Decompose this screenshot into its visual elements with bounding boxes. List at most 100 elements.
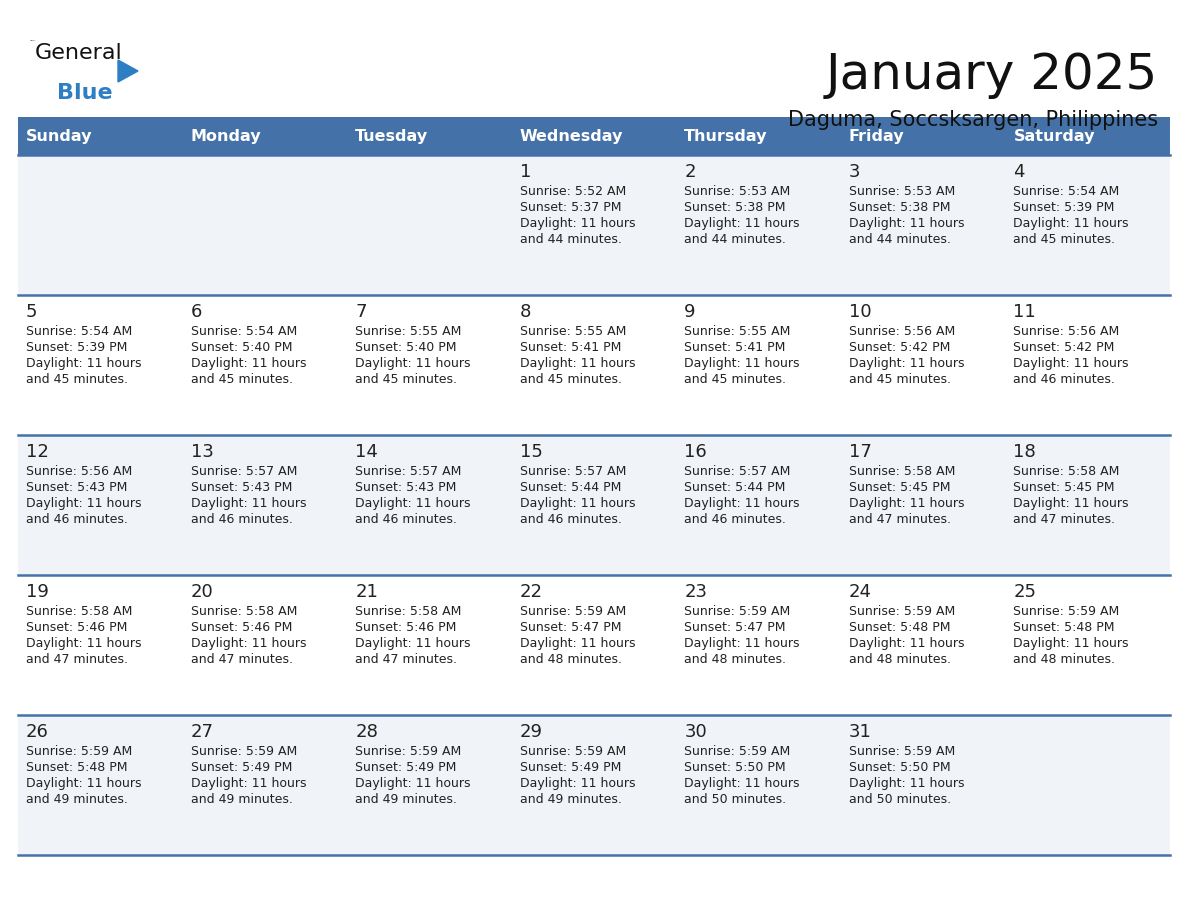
Text: Sunrise: 5:53 AM: Sunrise: 5:53 AM xyxy=(849,185,955,198)
Text: and 50 minutes.: and 50 minutes. xyxy=(684,793,786,806)
Bar xyxy=(18,155,1170,295)
Text: Daylight: 11 hours: Daylight: 11 hours xyxy=(26,777,141,790)
Text: Sunset: 5:49 PM: Sunset: 5:49 PM xyxy=(190,761,292,774)
Text: Sunrise: 5:59 AM: Sunrise: 5:59 AM xyxy=(1013,605,1119,618)
Text: 22: 22 xyxy=(519,583,543,601)
Text: Sunset: 5:49 PM: Sunset: 5:49 PM xyxy=(355,761,456,774)
Text: and 45 minutes.: and 45 minutes. xyxy=(519,373,621,386)
Text: Blue: Blue xyxy=(57,83,113,103)
Text: Sunset: 5:41 PM: Sunset: 5:41 PM xyxy=(519,341,621,354)
Text: Daylight: 11 hours: Daylight: 11 hours xyxy=(849,637,965,650)
Text: Daylight: 11 hours: Daylight: 11 hours xyxy=(26,497,141,510)
Text: Sunrise: 5:55 AM: Sunrise: 5:55 AM xyxy=(519,325,626,338)
Text: 7: 7 xyxy=(355,303,367,321)
Text: and 46 minutes.: and 46 minutes. xyxy=(1013,373,1116,386)
Text: Sunrise: 5:58 AM: Sunrise: 5:58 AM xyxy=(26,605,132,618)
Text: 29: 29 xyxy=(519,723,543,741)
Text: and 46 minutes.: and 46 minutes. xyxy=(355,513,457,526)
Text: Sunrise: 5:54 AM: Sunrise: 5:54 AM xyxy=(1013,185,1119,198)
Text: and 45 minutes.: and 45 minutes. xyxy=(1013,233,1116,246)
Text: 9: 9 xyxy=(684,303,696,321)
Text: Sunrise: 5:59 AM: Sunrise: 5:59 AM xyxy=(190,745,297,758)
Text: 10: 10 xyxy=(849,303,872,321)
Text: Sunset: 5:44 PM: Sunset: 5:44 PM xyxy=(684,481,785,494)
Text: and 46 minutes.: and 46 minutes. xyxy=(519,513,621,526)
Text: Daylight: 11 hours: Daylight: 11 hours xyxy=(26,637,141,650)
Text: Daylight: 11 hours: Daylight: 11 hours xyxy=(1013,497,1129,510)
Text: Sunrise: 5:59 AM: Sunrise: 5:59 AM xyxy=(519,745,626,758)
Text: Sunset: 5:38 PM: Sunset: 5:38 PM xyxy=(849,201,950,214)
Text: Sunset: 5:41 PM: Sunset: 5:41 PM xyxy=(684,341,785,354)
Text: Daylight: 11 hours: Daylight: 11 hours xyxy=(519,497,636,510)
Text: Daylight: 11 hours: Daylight: 11 hours xyxy=(190,637,307,650)
Text: 6: 6 xyxy=(190,303,202,321)
Text: Sunrise: 5:56 AM: Sunrise: 5:56 AM xyxy=(26,465,132,478)
Text: 4: 4 xyxy=(1013,163,1025,181)
Text: and 45 minutes.: and 45 minutes. xyxy=(355,373,457,386)
Text: Sunrise: 5:59 AM: Sunrise: 5:59 AM xyxy=(849,605,955,618)
Text: 27: 27 xyxy=(190,723,214,741)
Text: Thursday: Thursday xyxy=(684,129,767,143)
Text: 2: 2 xyxy=(684,163,696,181)
Text: Sunrise: 5:54 AM: Sunrise: 5:54 AM xyxy=(26,325,132,338)
Text: Sunset: 5:46 PM: Sunset: 5:46 PM xyxy=(355,621,456,634)
Text: and 47 minutes.: and 47 minutes. xyxy=(1013,513,1116,526)
Text: 13: 13 xyxy=(190,443,214,461)
Text: Monday: Monday xyxy=(190,129,261,143)
Text: Sunset: 5:44 PM: Sunset: 5:44 PM xyxy=(519,481,621,494)
Text: Sunrise: 5:59 AM: Sunrise: 5:59 AM xyxy=(355,745,461,758)
Text: Sunset: 5:40 PM: Sunset: 5:40 PM xyxy=(355,341,456,354)
Text: and 49 minutes.: and 49 minutes. xyxy=(190,793,292,806)
Text: Daylight: 11 hours: Daylight: 11 hours xyxy=(355,497,470,510)
Text: Wednesday: Wednesday xyxy=(519,129,623,143)
Text: 18: 18 xyxy=(1013,443,1036,461)
Text: 20: 20 xyxy=(190,583,214,601)
Text: Sunrise: 5:54 AM: Sunrise: 5:54 AM xyxy=(190,325,297,338)
Text: Sunrise: 5:58 AM: Sunrise: 5:58 AM xyxy=(849,465,955,478)
Bar xyxy=(18,435,1170,575)
Text: and 45 minutes.: and 45 minutes. xyxy=(684,373,786,386)
Text: Sunrise: 5:55 AM: Sunrise: 5:55 AM xyxy=(684,325,791,338)
Text: Sunrise: 5:57 AM: Sunrise: 5:57 AM xyxy=(519,465,626,478)
Text: and 49 minutes.: and 49 minutes. xyxy=(26,793,128,806)
Text: 25: 25 xyxy=(1013,583,1036,601)
Polygon shape xyxy=(118,60,138,82)
Text: Sunset: 5:48 PM: Sunset: 5:48 PM xyxy=(26,761,127,774)
Text: 16: 16 xyxy=(684,443,707,461)
Text: and 45 minutes.: and 45 minutes. xyxy=(26,373,128,386)
Text: Sunrise: 5:58 AM: Sunrise: 5:58 AM xyxy=(190,605,297,618)
Bar xyxy=(18,575,1170,715)
Text: Daylight: 11 hours: Daylight: 11 hours xyxy=(1013,217,1129,230)
Text: Sunrise: 5:59 AM: Sunrise: 5:59 AM xyxy=(26,745,132,758)
Text: 31: 31 xyxy=(849,723,872,741)
Text: Sunset: 5:49 PM: Sunset: 5:49 PM xyxy=(519,761,621,774)
Bar xyxy=(18,117,1170,155)
Text: Daylight: 11 hours: Daylight: 11 hours xyxy=(519,777,636,790)
Text: and 45 minutes.: and 45 minutes. xyxy=(849,373,950,386)
Text: Sunday: Sunday xyxy=(26,129,93,143)
Text: 5: 5 xyxy=(26,303,38,321)
Text: and 47 minutes.: and 47 minutes. xyxy=(26,653,128,666)
Text: Daguma, Soccsksargen, Philippines: Daguma, Soccsksargen, Philippines xyxy=(788,110,1158,130)
Text: Daylight: 11 hours: Daylight: 11 hours xyxy=(355,777,470,790)
Text: Sunrise: 5:57 AM: Sunrise: 5:57 AM xyxy=(190,465,297,478)
Text: Sunset: 5:50 PM: Sunset: 5:50 PM xyxy=(684,761,786,774)
Text: Sunset: 5:50 PM: Sunset: 5:50 PM xyxy=(849,761,950,774)
Text: Daylight: 11 hours: Daylight: 11 hours xyxy=(849,497,965,510)
Text: Daylight: 11 hours: Daylight: 11 hours xyxy=(519,217,636,230)
Text: 23: 23 xyxy=(684,583,707,601)
Text: and 48 minutes.: and 48 minutes. xyxy=(519,653,621,666)
Text: Sunrise: 5:59 AM: Sunrise: 5:59 AM xyxy=(849,745,955,758)
Text: Daylight: 11 hours: Daylight: 11 hours xyxy=(355,637,470,650)
Text: and 46 minutes.: and 46 minutes. xyxy=(26,513,128,526)
Text: Sunset: 5:47 PM: Sunset: 5:47 PM xyxy=(684,621,785,634)
Text: and 47 minutes.: and 47 minutes. xyxy=(190,653,292,666)
Text: 15: 15 xyxy=(519,443,543,461)
Text: Sunset: 5:46 PM: Sunset: 5:46 PM xyxy=(26,621,127,634)
Text: Sunset: 5:42 PM: Sunset: 5:42 PM xyxy=(1013,341,1114,354)
Text: and 48 minutes.: and 48 minutes. xyxy=(849,653,950,666)
Text: and 47 minutes.: and 47 minutes. xyxy=(355,653,457,666)
Bar xyxy=(18,715,1170,855)
Text: Sunset: 5:39 PM: Sunset: 5:39 PM xyxy=(26,341,127,354)
Text: Daylight: 11 hours: Daylight: 11 hours xyxy=(684,217,800,230)
